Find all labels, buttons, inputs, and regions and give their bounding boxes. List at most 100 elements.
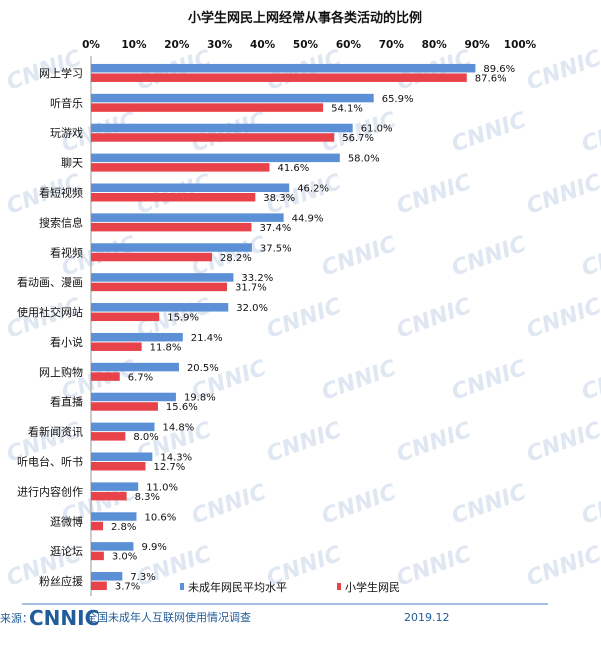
legend-label-average: 未成年网民平均水平 [188,580,287,594]
bar-average [91,332,183,342]
value-label-average: 61.0% [361,124,393,135]
value-label-average: 7.3% [130,572,155,583]
watermark-text: CNNIC [579,356,601,406]
footer-date: 2019.12 [404,611,450,624]
value-label-pupil: 15.6% [166,402,198,413]
cnnic-logo: CNNIC [29,606,99,630]
bar-average [91,63,476,73]
x-tick-label: 60% [336,39,362,51]
value-label-pupil: 87.6% [475,73,507,84]
bar-average [91,303,229,312]
x-tick-label: 40% [250,39,276,51]
bar-average [91,243,252,252]
watermark-text: CNNIC [524,418,601,468]
bar-average [91,183,290,192]
bar-average [91,273,234,282]
bar-pupil [91,163,270,172]
watermark-text: CNNIC [449,232,530,282]
bar-pupil [91,462,146,471]
x-axis-ticks: 0% 10% 20% 30% 40% 50% 60% 70% 80% 90% 100% [82,39,537,51]
value-label-pupil: 3.0% [112,552,137,563]
category-label: 看小说 [50,335,83,349]
value-label-pupil: 8.0% [133,432,158,443]
category-label: 进行内容创作 [17,484,83,498]
watermark-text: CNNIC [524,294,601,344]
x-tick-label: 100% [504,39,537,51]
value-label-pupil: 3.7% [115,582,140,593]
bar-average [91,572,123,581]
watermark-text: CNNIC [264,418,345,468]
watermark-text: CNNIC [524,542,601,592]
value-label-average: 14.3% [160,453,192,464]
watermark-text: CNNIC [579,480,601,530]
watermark-text: CNNIC [449,480,530,530]
bar-average [91,123,353,133]
watermark-text: CNNIC [394,170,475,220]
watermark-text: CNNIC [319,356,400,406]
value-label-average: 46.2% [297,184,329,195]
x-tick-label: 20% [164,39,190,51]
category-label: 看短视频 [39,186,83,200]
bar-pupil [91,551,104,561]
bar-pupil [91,133,335,142]
legend: 未成年网民平均水平 小学生网民 [180,580,400,594]
bar-pupil [91,372,120,381]
watermark-text: CNNIC [449,108,530,158]
bar-pupil [91,312,160,322]
category-label: 看新闻资讯 [28,425,83,439]
category-label: 聊天 [61,156,83,170]
value-label-average: 14.8% [162,423,194,434]
watermark-text: CNNIC [579,232,601,282]
value-label-pupil: 38.3% [263,193,295,204]
x-tick-label: 80% [422,39,448,51]
value-label-pupil: 41.6% [277,163,309,174]
x-tick-label: 0% [82,39,100,51]
bar-pupil [91,521,104,531]
watermark-text: CNNIC [189,480,270,530]
value-label-pupil: 37.4% [259,223,291,234]
x-tick-label: 90% [465,39,491,51]
footer-survey-name: 全国未成年人互联网使用情况调查 [86,610,251,624]
bar-average [91,213,284,222]
bar-pupil [91,282,227,292]
value-label-pupil: 28.2% [220,253,252,264]
category-label: 玩游戏 [50,127,83,140]
value-label-average: 33.2% [241,273,273,284]
x-tick-label: 30% [207,39,233,51]
bar-average [91,362,179,372]
watermark-text: CNNIC [579,108,601,158]
bar-pupil [91,491,127,501]
value-label-pupil: 8.3% [135,492,160,503]
value-label-pupil: 12.7% [153,462,185,473]
category-label: 粉丝应援 [39,574,83,588]
watermark-text: CNNIC [319,480,400,530]
category-label: 逛微博 [50,514,83,528]
value-label-average: 20.5% [187,363,219,374]
watermark-text: CNNIC [394,418,475,468]
bar-average [91,422,155,432]
value-label-average: 89.6% [483,64,515,75]
bar-group: 网上学习 89.6%87.6% 听音乐 65.9% 54.1% 玩游戏 61.0%56.7%… [17,63,515,593]
category-label: 看视频 [50,245,83,259]
watermark-text: CNNIC [394,294,475,344]
bar-average [91,482,139,491]
watermark-text: CNNIC [189,108,270,158]
bar-pupil [91,193,256,202]
bar-pupil [91,103,324,112]
value-label-average: 32.0% [236,303,268,314]
value-label-average: 21.4% [191,333,223,344]
value-label-average: 44.9% [292,213,324,224]
bar-average [91,542,134,551]
x-tick-label: 70% [379,39,405,51]
bar-average [91,392,176,402]
x-tick-label: 10% [121,39,147,51]
value-label-average: 37.5% [260,243,292,254]
value-label-average: 19.8% [184,393,216,404]
bar-average [91,512,137,521]
value-label-pupil: 11.8% [150,342,182,353]
bar-pupil [91,402,158,411]
category-label: 听电台、听书 [17,455,83,469]
watermark-text: CNNIC [449,356,530,406]
value-label-average: 9.9% [141,542,166,553]
